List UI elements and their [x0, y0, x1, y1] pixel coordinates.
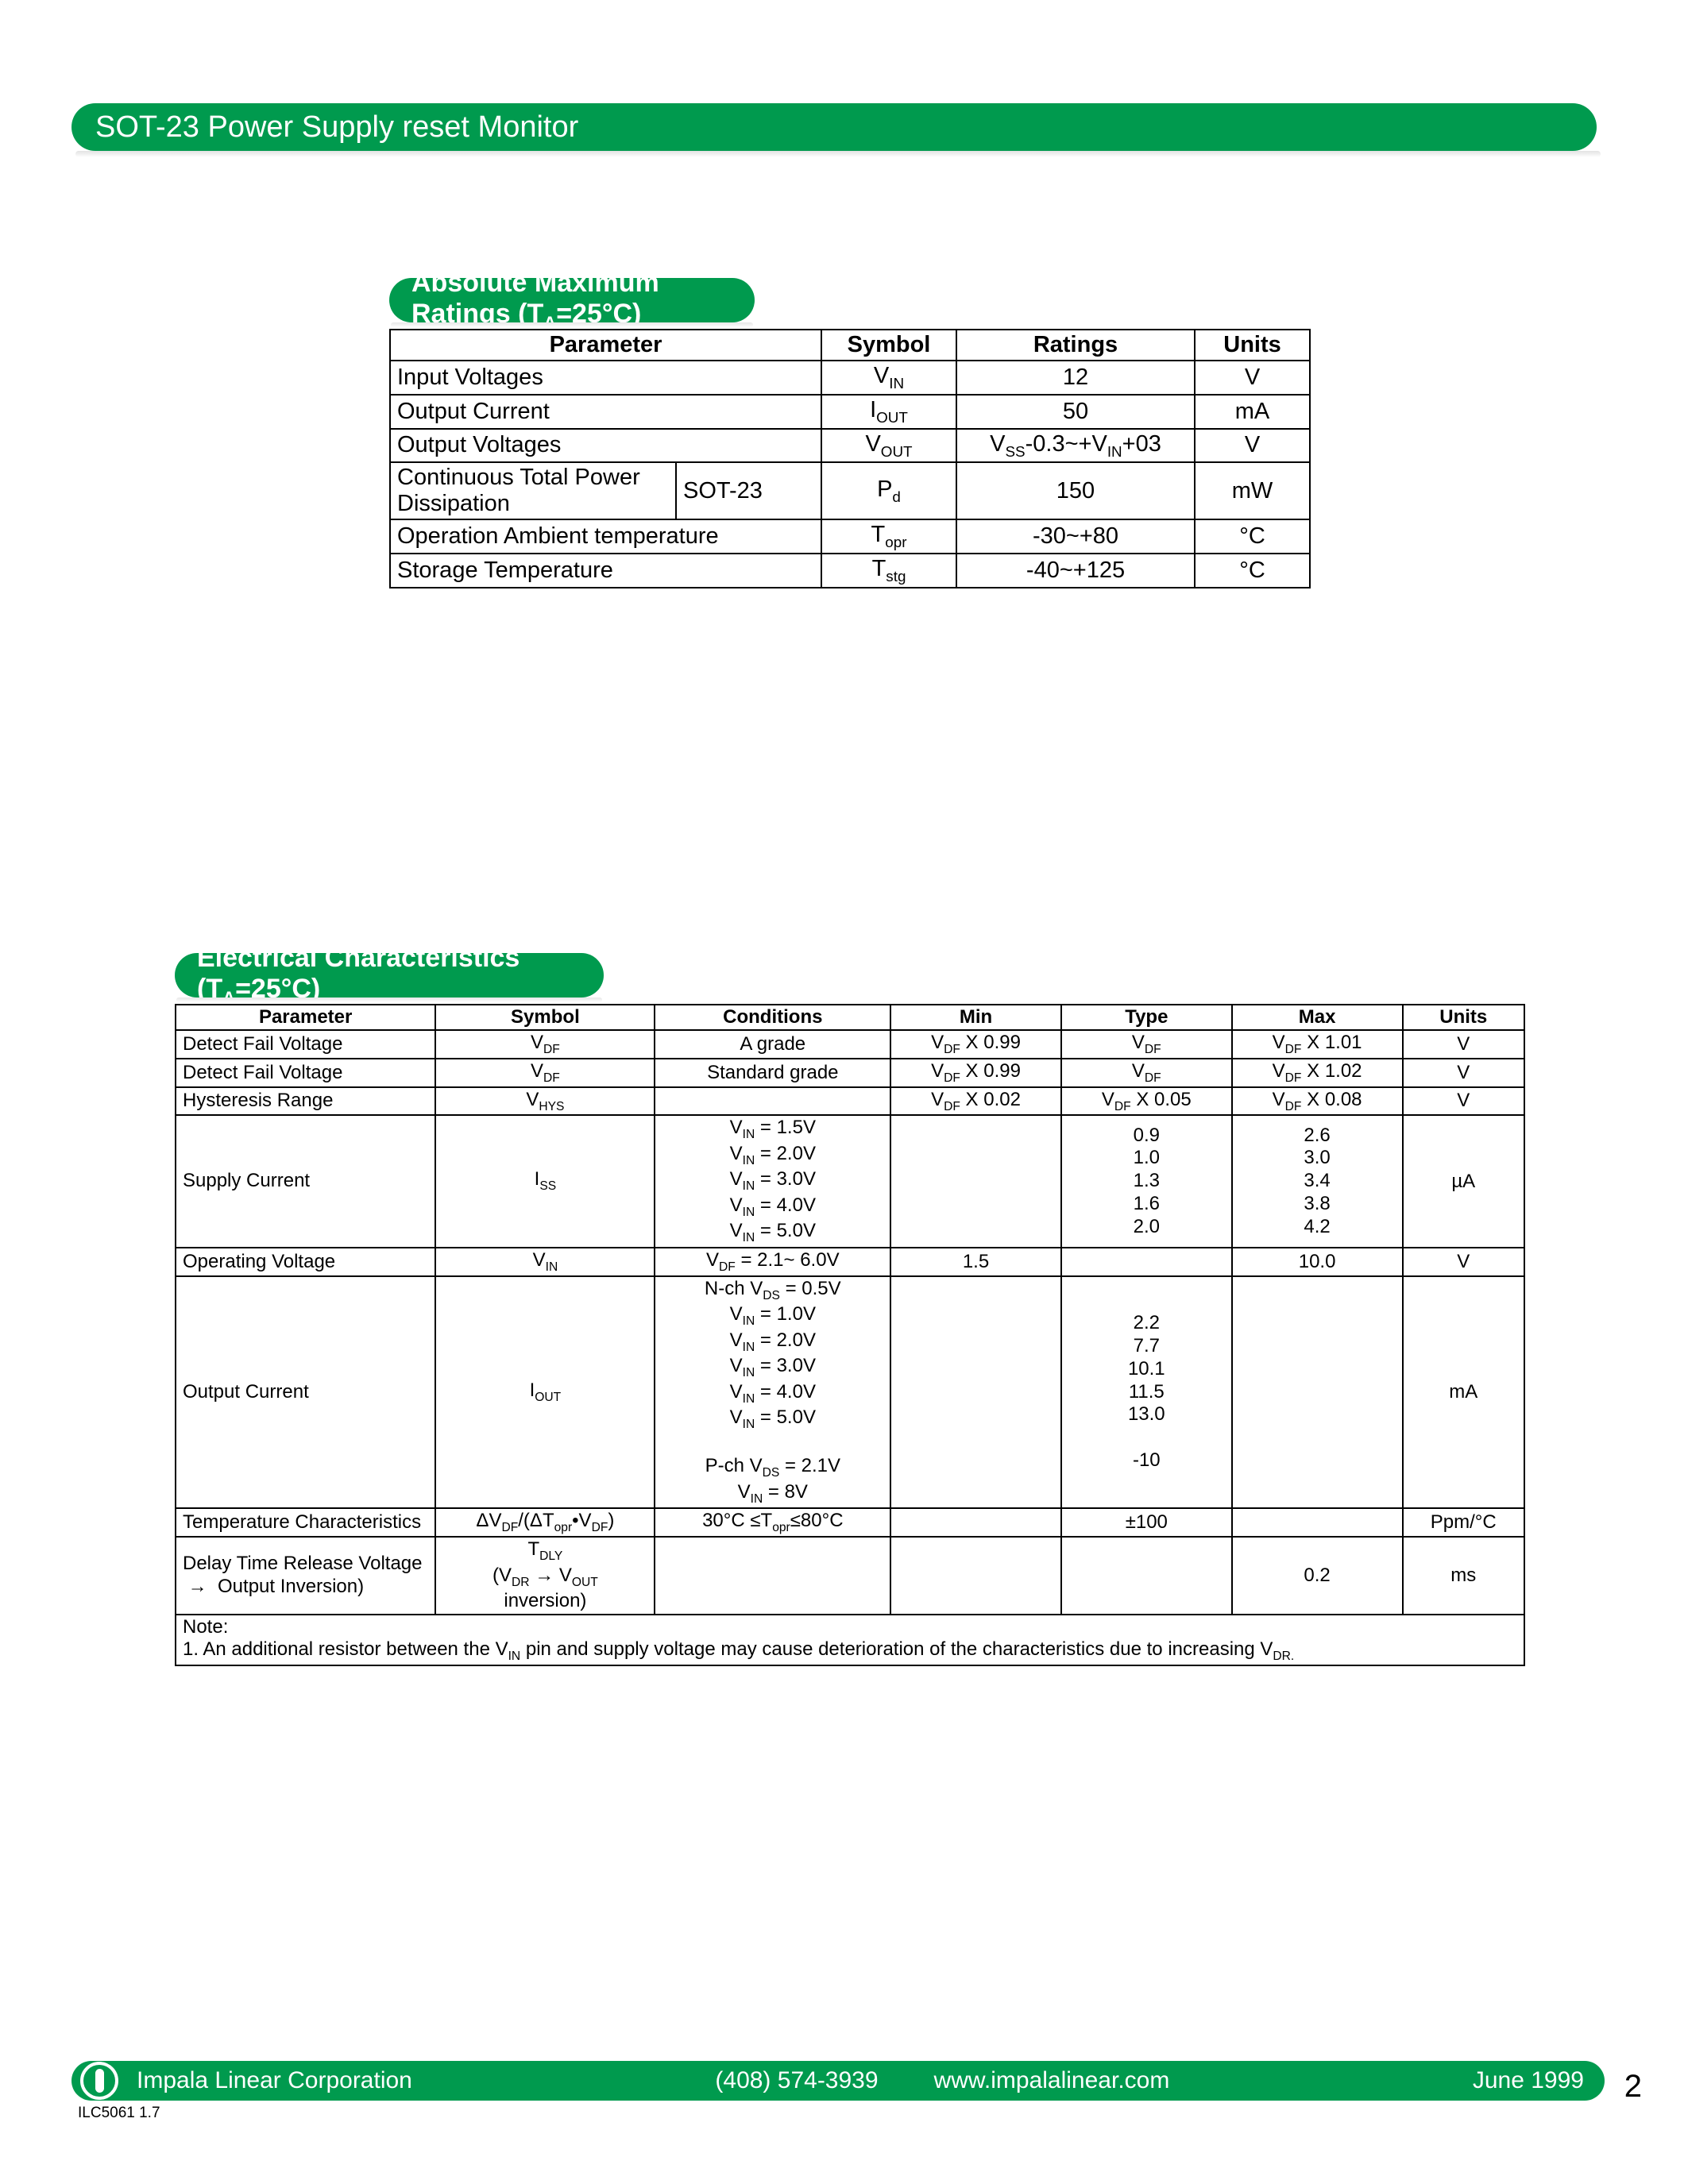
footer-company: Impala Linear Corporation — [137, 2067, 412, 2094]
absolute-max-ratings-section: Absolute Maximum Ratings (TA=25°C) Param… — [389, 278, 1311, 588]
section2-title: Electrical Characteristics (TA=25°C) — [197, 943, 581, 1009]
table-row: Detect Fail VoltageVDFA gradeVDF X 0.99V… — [176, 1030, 1524, 1059]
table-row: Hysteresis RangeVHYSVDF X 0.02VDF X 0.05… — [176, 1087, 1524, 1116]
footer-center: (408) 574-3939 www.impalalinear.com — [412, 2067, 1473, 2094]
table-row: Output CurrentIOUTN-ch VDS = 0.5VVIN = 1… — [176, 1276, 1524, 1509]
table-row: Delay Time Release Voltage → Output Inve… — [176, 1537, 1524, 1615]
section1-title: Absolute Maximum Ratings (TA=25°C) — [411, 268, 732, 334]
col-ratings: Ratings — [956, 330, 1195, 361]
table-row: Input Voltages VIN 12 V — [390, 361, 1310, 395]
electrical-characteristics-section: Electrical Characteristics (TA=25°C) Par… — [175, 953, 1525, 1666]
note-text: 1. An additional resistor between the VI… — [183, 1638, 1294, 1660]
table-row: Supply CurrentISSVIN = 1.5VVIN = 2.0VVIN… — [176, 1115, 1524, 1248]
table-row: Detect Fail VoltageVDFStandard gradeVDF … — [176, 1059, 1524, 1087]
col-units: Units — [1195, 330, 1310, 361]
col-conditions: Conditions — [655, 1005, 890, 1030]
company-logo-icon — [79, 2061, 119, 2101]
table-row: Temperature CharacteristicsΔVDF/(ΔTopr•V… — [176, 1508, 1524, 1537]
col-units: Units — [1403, 1005, 1525, 1030]
footer-code: ILC5061 1.7 — [78, 2105, 160, 2122]
col-symbol: Symbol — [435, 1005, 655, 1030]
table-header-row: Parameter Symbol Conditions Min Type Max… — [176, 1005, 1524, 1030]
page-title-text: SOT-23 Power Supply reset Monitor — [95, 110, 578, 145]
note-cell: Note: 1. An additional resistor between … — [176, 1615, 1524, 1665]
col-max: Max — [1232, 1005, 1403, 1030]
page-number: 2 — [1624, 2069, 1642, 2105]
page-title-bar: SOT-23 Power Supply reset Monitor — [71, 103, 1597, 151]
footer-phone: (408) 574-3939 — [715, 2067, 878, 2094]
footer-date: June 1999 — [1473, 2067, 1584, 2094]
table-note-row: Note: 1. An additional resistor between … — [176, 1615, 1524, 1665]
footer-url: www.impalalinear.com — [934, 2067, 1170, 2094]
col-parameter: Parameter — [176, 1005, 435, 1030]
table-row: Output Voltages VOUT VSS-0.3~+VIN+03 V — [390, 429, 1310, 463]
col-symbol: Symbol — [821, 330, 956, 361]
table-row: Output Current IOUT 50 mA — [390, 395, 1310, 429]
page-title-shadow — [75, 151, 1601, 157]
electrical-characteristics-table: Parameter Symbol Conditions Min Type Max… — [175, 1004, 1525, 1666]
table-row: Storage Temperature Tstg -40~+125 °C — [390, 554, 1310, 588]
col-parameter: Parameter — [390, 330, 821, 361]
table-header-row: Parameter Symbol Ratings Units — [390, 330, 1310, 361]
table-row: Operating VoltageVINVDF = 2.1~ 6.0V1.510… — [176, 1248, 1524, 1276]
col-min: Min — [890, 1005, 1061, 1030]
table-row: Continuous Total Power Dissipation SOT-2… — [390, 462, 1310, 519]
section1-title-pill: Absolute Maximum Ratings (TA=25°C) — [389, 278, 755, 322]
absolute-max-ratings-table: Parameter Symbol Ratings Units Input Vol… — [389, 329, 1311, 588]
footer-bar: Impala Linear Corporation (408) 574-3939… — [71, 2061, 1605, 2101]
section2-title-pill: Electrical Characteristics (TA=25°C) — [175, 953, 604, 997]
table-row: Operation Ambient temperature Topr -30~+… — [390, 519, 1310, 554]
col-type: Type — [1061, 1005, 1232, 1030]
rating-html-3: VSS-0.3~+VIN+03 — [956, 429, 1195, 463]
